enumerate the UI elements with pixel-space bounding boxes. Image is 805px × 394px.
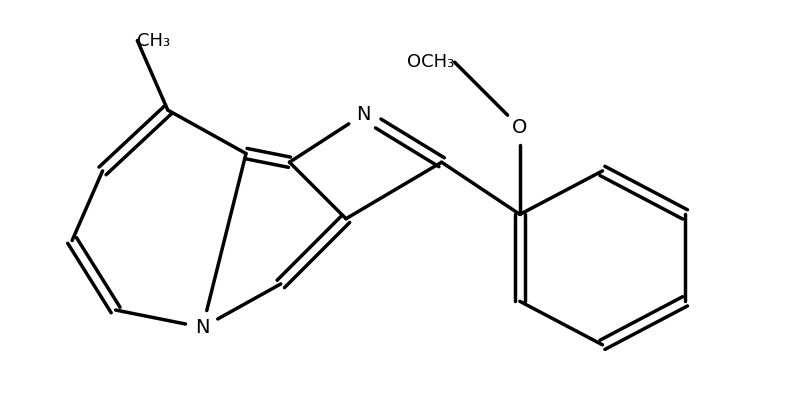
Text: O: O bbox=[512, 118, 527, 137]
Text: N: N bbox=[356, 105, 370, 124]
Text: CH₃: CH₃ bbox=[138, 32, 171, 50]
Text: N: N bbox=[196, 318, 210, 337]
Text: OCH₃: OCH₃ bbox=[407, 53, 455, 71]
